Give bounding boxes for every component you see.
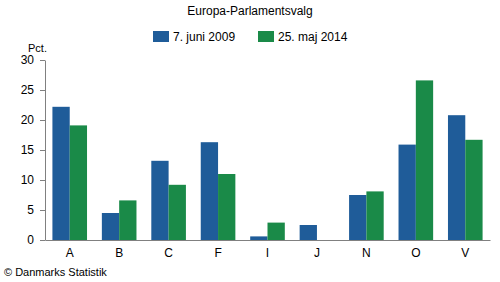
y-tick-label: 20	[21, 113, 35, 127]
x-tick-label: C	[164, 246, 173, 260]
bar	[151, 161, 168, 240]
x-tick: F	[214, 246, 221, 260]
title: Europa-Parlamentsvalg	[187, 4, 312, 18]
bar	[119, 200, 136, 240]
chart: Europa-Parlamentsvalg 7. juni 2009 25. maj…	[0, 0, 500, 282]
x-axis-line	[46, 240, 491, 241]
bar	[399, 145, 416, 240]
legend-label: 7. juni 2009	[173, 30, 235, 44]
x-axis: ABCFIJNOV	[46, 241, 491, 260]
legend-swatch	[258, 31, 274, 42]
bar	[250, 236, 267, 240]
x-tick: N	[362, 246, 371, 260]
bar	[448, 115, 465, 240]
y-tick-mark	[40, 120, 45, 121]
x-tick-label: N	[362, 246, 371, 260]
source: © Danmarks Statistik	[4, 266, 107, 278]
legend-label: 25. maj 2014	[278, 30, 348, 44]
bar	[416, 80, 433, 240]
bar	[300, 225, 317, 240]
x-tick: I	[266, 246, 269, 260]
y-tick-mark	[40, 150, 45, 151]
x-tick: J	[314, 246, 320, 260]
x-tick: V	[461, 246, 469, 260]
y-tick-mark	[40, 90, 45, 91]
bar	[366, 191, 383, 240]
y-tick-label: 30	[21, 53, 35, 67]
x-tick-label: F	[214, 246, 221, 260]
bar	[169, 185, 186, 240]
y-axis-line	[45, 61, 46, 241]
x-tick-label: B	[115, 246, 123, 260]
bar	[268, 223, 285, 240]
y-tick: 20	[21, 113, 45, 127]
bar	[218, 174, 235, 240]
x-tick: O	[411, 246, 420, 260]
y-tick-label: 15	[21, 143, 35, 157]
y-tick-mark	[40, 210, 45, 211]
x-tick-label: I	[266, 246, 269, 260]
y-tick: 0	[27, 233, 45, 247]
bar	[70, 125, 87, 240]
y-tick-mark	[40, 240, 45, 241]
y-tick: 5	[27, 203, 45, 217]
bar	[465, 140, 482, 240]
bar	[349, 195, 366, 240]
y-tick-mark	[40, 60, 45, 61]
y-tick-label: 5	[27, 203, 34, 217]
legend: 7. juni 2009 25. maj 2014	[153, 30, 348, 44]
y-axis: 0 5 10 15 20 25 30	[21, 53, 46, 247]
bar	[201, 142, 218, 240]
y-tick-label: 0	[27, 233, 34, 247]
legend-swatch	[153, 31, 169, 42]
plot: 0 5 10 15 20 25 30 A B C F I J N O V	[21, 53, 491, 259]
y-tick: 25	[21, 83, 45, 97]
x-tick-label: A	[66, 246, 74, 260]
y-tick: 10	[21, 173, 45, 187]
bar	[52, 107, 69, 240]
x-tick: A	[66, 246, 74, 260]
y-tick: 30	[21, 53, 45, 67]
y-tick: 15	[21, 143, 45, 157]
bars	[52, 80, 482, 240]
x-tick: B	[115, 246, 123, 260]
bar	[102, 213, 119, 240]
y-axis-title: Pct.	[28, 42, 47, 54]
x-tick: C	[164, 246, 173, 260]
x-tick-label: J	[314, 246, 320, 260]
y-tick-label: 25	[21, 83, 35, 97]
y-tick-mark	[40, 180, 45, 181]
x-tick-label: V	[461, 246, 469, 260]
x-tick-label: O	[411, 246, 420, 260]
y-tick-label: 10	[21, 173, 35, 187]
